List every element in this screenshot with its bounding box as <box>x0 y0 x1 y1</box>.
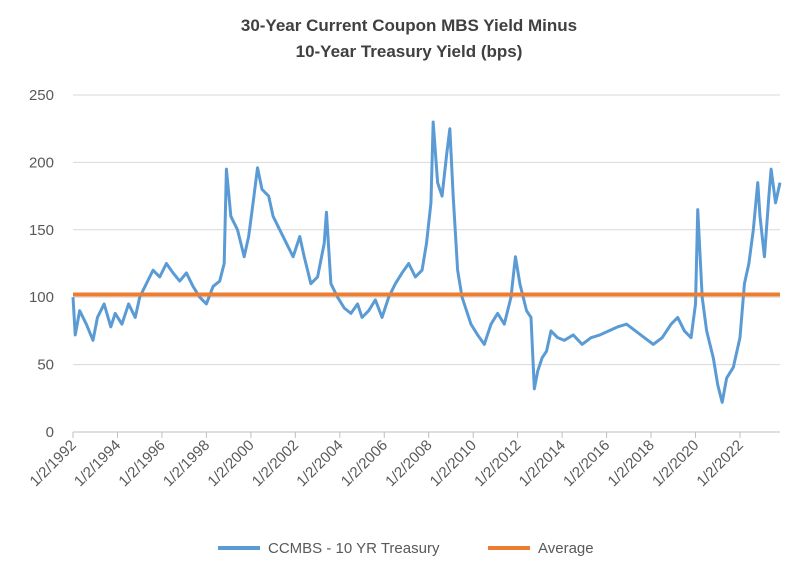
x-tick-label: 1/2/1994 <box>71 437 124 490</box>
x-tick-label: 1/2/2018 <box>605 437 658 490</box>
y-tick-label: 150 <box>29 222 54 239</box>
y-tick-label: 200 <box>29 154 54 171</box>
x-tick-label: 1/2/2010 <box>427 437 480 490</box>
x-tick-label: 1/2/2016 <box>560 437 613 490</box>
y-tick-label: 50 <box>37 357 54 374</box>
y-tick-label: 0 <box>46 424 54 441</box>
chart-title: 10-Year Treasury Yield (bps) <box>296 42 523 61</box>
x-tick-label: 1/2/2012 <box>471 437 524 490</box>
chart-title: 30-Year Current Coupon MBS Yield Minus <box>241 16 577 35</box>
x-tick-label: 1/2/2002 <box>249 437 302 490</box>
x-tick-label: 1/2/2006 <box>338 437 391 490</box>
x-tick-label: 1/2/2022 <box>694 437 747 490</box>
y-tick-label: 250 <box>29 87 54 104</box>
x-tick-label: 1/2/1998 <box>160 437 213 490</box>
x-tick-label: 1/2/2020 <box>649 437 702 490</box>
y-tick-label: 100 <box>29 289 54 306</box>
x-tick-label: 1/2/1996 <box>115 437 168 490</box>
x-tick-label: 1/2/2008 <box>382 437 435 490</box>
x-tick-label: 1/2/1992 <box>27 437 80 490</box>
legend-label: CCMBS - 10 YR Treasury <box>268 540 440 557</box>
legend-label: Average <box>538 540 594 557</box>
x-tick-label: 1/2/2004 <box>293 437 346 490</box>
x-tick-label: 1/2/2000 <box>204 437 257 490</box>
x-tick-label: 1/2/2014 <box>516 437 569 490</box>
series-line <box>71 120 782 404</box>
